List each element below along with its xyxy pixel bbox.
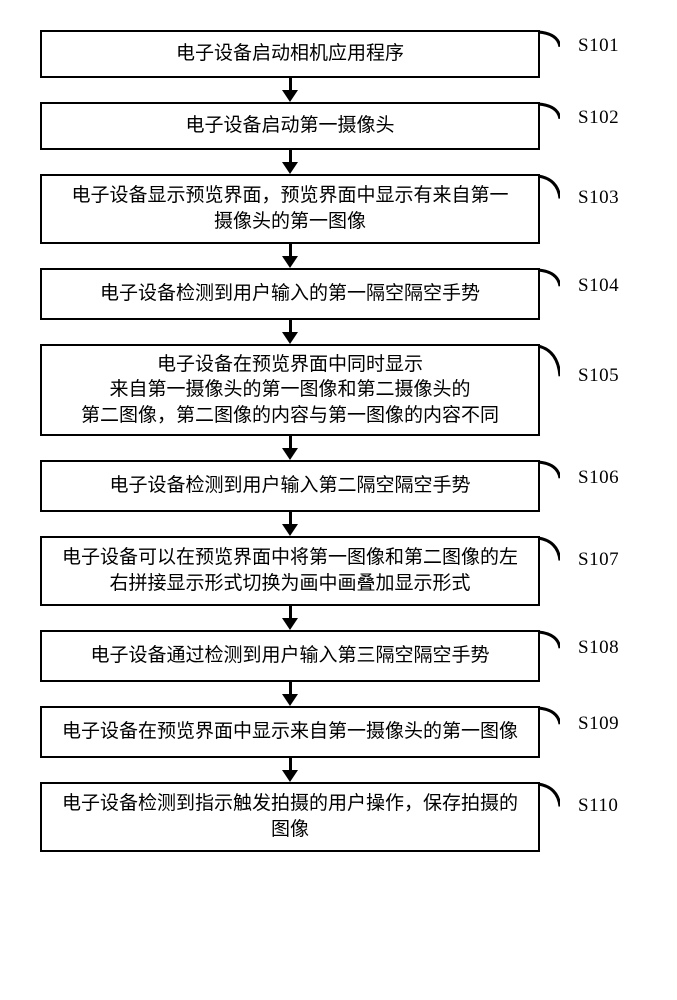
flow-step-label: S107 xyxy=(578,549,619,571)
flow-arrow xyxy=(40,320,540,344)
flow-step-box: 电子设备在预览界面中显示来自第一摄像头的第一图像 xyxy=(40,706,540,758)
label-connector xyxy=(538,536,560,606)
flow-step-text: 电子设备通过检测到用户输入第三隔空隔空手势 xyxy=(90,643,489,669)
flow-step-label: S109 xyxy=(578,713,619,735)
flow-step: 电子设备在预览界面中显示来自第一摄像头的第一图像 S109 xyxy=(40,706,640,758)
flow-step-box: 电子设备显示预览界面，预览界面中显示有来自第一 摄像头的第一图像 xyxy=(40,174,540,244)
flow-step: 电子设备显示预览界面，预览界面中显示有来自第一 摄像头的第一图像 S103 xyxy=(40,174,640,244)
label-connector xyxy=(538,460,560,512)
flow-step-text: 电子设备检测到指示触发拍摄的用户操作，保存拍摄的 图像 xyxy=(62,791,518,842)
flow-step-text: 电子设备检测到用户输入的第一隔空隔空手势 xyxy=(100,281,480,307)
flow-step-label: S102 xyxy=(578,107,619,129)
flow-step-label: S108 xyxy=(578,637,619,659)
flow-step-label: S105 xyxy=(578,365,619,387)
flow-step-text: 电子设备启动第一摄像头 xyxy=(185,113,394,139)
flow-step-box: 电子设备可以在预览界面中将第一图像和第二图像的左 右拼接显示形式切换为画中画叠加… xyxy=(40,536,540,606)
flow-step-label: S103 xyxy=(578,187,619,209)
flow-step: 电子设备检测到用户输入第二隔空隔空手势 S106 xyxy=(40,460,640,512)
label-connector xyxy=(538,782,560,852)
flow-step-box: 电子设备启动相机应用程序 xyxy=(40,30,540,78)
flow-step: 电子设备启动相机应用程序 S101 xyxy=(40,30,640,78)
flow-step: 电子设备可以在预览界面中将第一图像和第二图像的左 右拼接显示形式切换为画中画叠加… xyxy=(40,536,640,606)
flow-step-box: 电子设备检测到用户输入的第一隔空隔空手势 xyxy=(40,268,540,320)
flow-step: 电子设备检测到用户输入的第一隔空隔空手势 S104 xyxy=(40,268,640,320)
label-connector xyxy=(538,268,560,320)
flow-arrow xyxy=(40,758,540,782)
label-connector xyxy=(538,174,560,244)
flow-step-box: 电子设备检测到用户输入第二隔空隔空手势 xyxy=(40,460,540,512)
flow-step-text: 电子设备检测到用户输入第二隔空隔空手势 xyxy=(109,473,470,499)
flow-step-text: 电子设备在预览界面中同时显示 来自第一摄像头的第一图像和第二摄像头的 第二图像，… xyxy=(81,352,499,429)
label-connector xyxy=(538,630,560,682)
flow-arrow xyxy=(40,606,540,630)
label-connector xyxy=(538,344,560,436)
flow-arrow xyxy=(40,150,540,174)
flow-step-text: 电子设备显示预览界面，预览界面中显示有来自第一 摄像头的第一图像 xyxy=(71,183,508,234)
flow-step-box: 电子设备检测到指示触发拍摄的用户操作，保存拍摄的 图像 xyxy=(40,782,540,852)
flow-arrow xyxy=(40,436,540,460)
flow-step: 电子设备启动第一摄像头 S102 xyxy=(40,102,640,150)
flow-arrow xyxy=(40,78,540,102)
flow-step-label: S101 xyxy=(578,35,619,57)
flow-step-box: 电子设备通过检测到用户输入第三隔空隔空手势 xyxy=(40,630,540,682)
flow-step: 电子设备通过检测到用户输入第三隔空隔空手势 S108 xyxy=(40,630,640,682)
flow-arrow xyxy=(40,244,540,268)
flowchart-container: 电子设备启动相机应用程序 S101 电子设备启动第一摄像头 S102 电子设备显示预览界… xyxy=(40,30,640,852)
flow-step-text: 电子设备启动相机应用程序 xyxy=(176,41,404,67)
label-connector xyxy=(538,706,560,758)
flow-step-label: S104 xyxy=(578,275,619,297)
flow-arrow xyxy=(40,682,540,706)
label-connector xyxy=(538,30,560,78)
label-connector xyxy=(538,102,560,150)
flow-step-box: 电子设备启动第一摄像头 xyxy=(40,102,540,150)
flow-step-label: S106 xyxy=(578,467,619,489)
flow-step: 电子设备检测到指示触发拍摄的用户操作，保存拍摄的 图像 S110 xyxy=(40,782,640,852)
flow-arrow xyxy=(40,512,540,536)
flow-step: 电子设备在预览界面中同时显示 来自第一摄像头的第一图像和第二摄像头的 第二图像，… xyxy=(40,344,640,436)
flow-step-box: 电子设备在预览界面中同时显示 来自第一摄像头的第一图像和第二摄像头的 第二图像，… xyxy=(40,344,540,436)
flow-step-label: S110 xyxy=(578,795,618,817)
flow-step-text: 电子设备可以在预览界面中将第一图像和第二图像的左 右拼接显示形式切换为画中画叠加… xyxy=(62,545,518,596)
flow-step-text: 电子设备在预览界面中显示来自第一摄像头的第一图像 xyxy=(62,719,518,745)
